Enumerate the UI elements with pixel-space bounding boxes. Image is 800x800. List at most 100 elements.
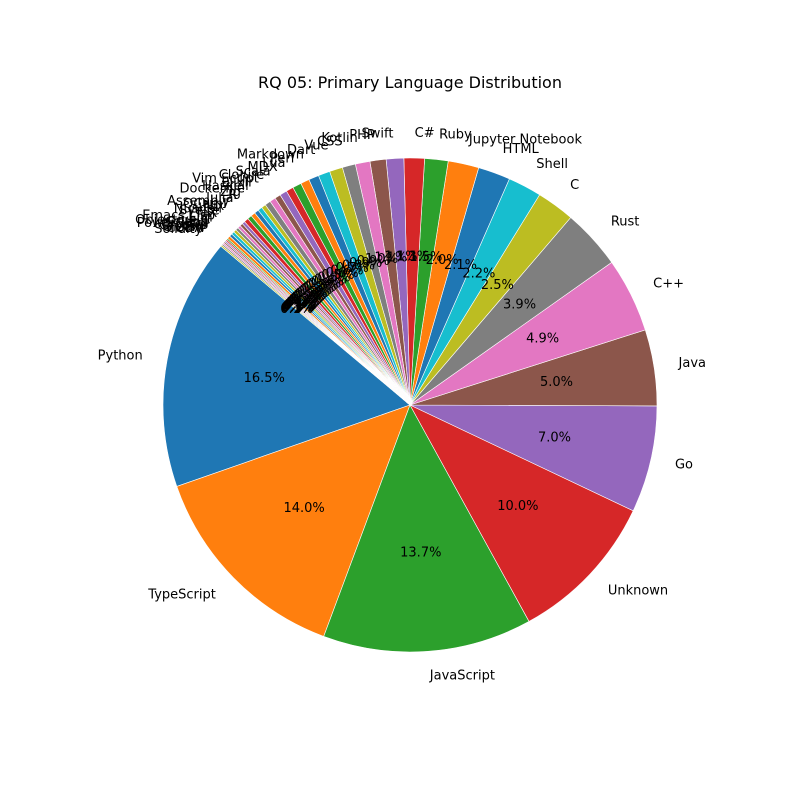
- slice-label: Perl: [270, 152, 294, 167]
- slice-percent-label: 0.5%: [321, 268, 354, 283]
- slice-percent-label: 0.2%: [292, 289, 325, 304]
- slice-percent-label: 0.3%: [295, 287, 328, 302]
- slice-percent-label: 0.9%: [349, 256, 382, 271]
- slice-percent-label: 0.3%: [303, 280, 336, 295]
- slice-percent-label: 10.0%: [497, 499, 538, 514]
- slice-label: Dockerfile: [180, 182, 245, 197]
- slice-percent-label: 0.1%: [281, 301, 314, 316]
- slice-label: Haskell: [202, 179, 249, 194]
- slice-label: Nix: [203, 199, 224, 214]
- slice-label: Swift: [361, 126, 393, 141]
- slice-label: C#: [415, 126, 435, 141]
- slice-label: CSS: [317, 134, 343, 149]
- slice-label: Emacs Lisp: [142, 208, 215, 223]
- slice-label: Ruby: [439, 127, 472, 142]
- slice-percent-label: 0.1%: [281, 301, 314, 316]
- slice-percent-label: 0.9%: [357, 254, 390, 269]
- slice-percent-label: 0.8%: [342, 259, 375, 274]
- slice-percent-label: 0.4%: [311, 274, 344, 289]
- slice-percent-label: 0.3%: [301, 281, 334, 296]
- slice-percent-labels: 16.5% 14.0% 13.7% 10.0% 7.0% 5.0% 4.9% 3.9% 2.5%…: [244, 249, 573, 560]
- slice-percent-label: 0.2%: [291, 291, 324, 306]
- slice-percent-label: 1.5%: [409, 250, 442, 265]
- slice-percent-label: 0.3%: [306, 278, 339, 293]
- slice-label: TeX: [194, 206, 218, 221]
- slice-percent-label: 0.1%: [284, 298, 317, 313]
- slice-percent-label: 0.1%: [283, 299, 316, 314]
- slice-percent-label: 0.6%: [330, 263, 363, 278]
- slice-percent-label: 1.1%: [384, 250, 417, 265]
- slice-percent-label: 0.2%: [288, 293, 321, 308]
- slice-label: OCaml: [183, 197, 227, 212]
- slice-percent-label: 14.0%: [283, 501, 324, 516]
- slice-label: Jupyter Notebook: [468, 132, 583, 147]
- slice-label: Crystal: [161, 217, 207, 232]
- slice-percent-label: 2.2%: [462, 266, 495, 281]
- slice-percent-label: 0.4%: [308, 276, 341, 291]
- pie-slice-go: [409, 404, 658, 512]
- slice-label: Go: [675, 458, 693, 473]
- slice-label: Dart: [287, 143, 315, 158]
- slice-percent-label: 2.0%: [426, 253, 459, 268]
- slice-percent-label: 1.3%: [396, 249, 429, 264]
- pie-slices: [162, 157, 658, 653]
- slice-percent-label: 0.6%: [326, 266, 359, 281]
- slice-label: CUDA: [166, 221, 203, 236]
- slice-percent-label: 5.0%: [540, 375, 573, 390]
- slice-percent-label: 0.2%: [286, 296, 319, 311]
- slice-percent-label: 7.0%: [538, 430, 571, 445]
- slice-label: Assembly: [167, 194, 230, 209]
- slice-percent-label: 3.9%: [503, 298, 536, 313]
- slice-label: Shell: [536, 157, 568, 172]
- slice-label: Gleam: [162, 220, 204, 235]
- slice-label: C: [570, 178, 579, 193]
- slice-percent-label: 0.1%: [282, 300, 315, 315]
- slice-label: HTML: [503, 142, 540, 157]
- slice-label: PowerShell: [137, 216, 208, 231]
- slice-label: Objective-C: [135, 213, 210, 228]
- slice-label: Solidity: [154, 222, 202, 237]
- slice-percent-label: 1.0%: [365, 252, 398, 267]
- slice-label: TypeScript: [147, 588, 216, 603]
- slice-label: Zig: [220, 185, 241, 200]
- slice-label: Lua: [262, 156, 285, 171]
- slice-percent-label: 0.1%: [283, 299, 316, 314]
- pie-slice-javascript: [323, 404, 530, 653]
- slice-percent-label: 0.3%: [297, 285, 330, 300]
- slice-label: Julia: [205, 191, 233, 206]
- slice-label: Vue: [304, 138, 328, 153]
- slice-percent-label: 0.2%: [294, 288, 327, 303]
- slice-label: Nushell: [174, 201, 222, 216]
- slice-label: Elm: [188, 211, 213, 226]
- slice-label: Elixir: [221, 175, 254, 190]
- slice-label: Groovy: [159, 219, 206, 234]
- chart-title: RQ 05: Primary Language Distribution: [258, 73, 562, 92]
- slice-label: Markdown: [237, 147, 304, 162]
- slice-percent-label: 0.1%: [280, 302, 313, 317]
- slice-percent-label: 0.5%: [317, 270, 350, 285]
- slice-percent-label: 0.4%: [314, 272, 347, 287]
- slice-percent-label: 0.3%: [299, 283, 332, 298]
- slice-label: Java: [678, 356, 706, 371]
- slice-percent-label: 2.1%: [444, 258, 477, 273]
- slice-percent-label: 0.2%: [287, 294, 320, 309]
- pie-slice-typescript: [176, 404, 411, 637]
- slice-percent-label: 13.7%: [400, 545, 441, 560]
- slice-percent-label: 0.2%: [290, 292, 323, 307]
- slice-percent-label: 16.5%: [244, 371, 285, 386]
- slice-label: Scala: [236, 164, 271, 179]
- slice-label: R: [228, 188, 237, 203]
- slice-label: Rust: [611, 215, 640, 230]
- slice-label: C++: [653, 276, 684, 291]
- slice-label: MDX: [247, 160, 277, 175]
- slice-label: Svelte: [179, 204, 220, 219]
- slice-label: Kotlin: [321, 131, 357, 146]
- pie-slice-solidity: [220, 244, 411, 406]
- slice-label: Clojure: [219, 168, 265, 183]
- slice-label: PHP: [349, 128, 375, 143]
- slice-percent-label: 0.7%: [336, 261, 369, 276]
- slice-label: JavaScript: [429, 668, 495, 683]
- slice-label: Erlang: [167, 215, 209, 230]
- slice-label: Python: [98, 349, 143, 364]
